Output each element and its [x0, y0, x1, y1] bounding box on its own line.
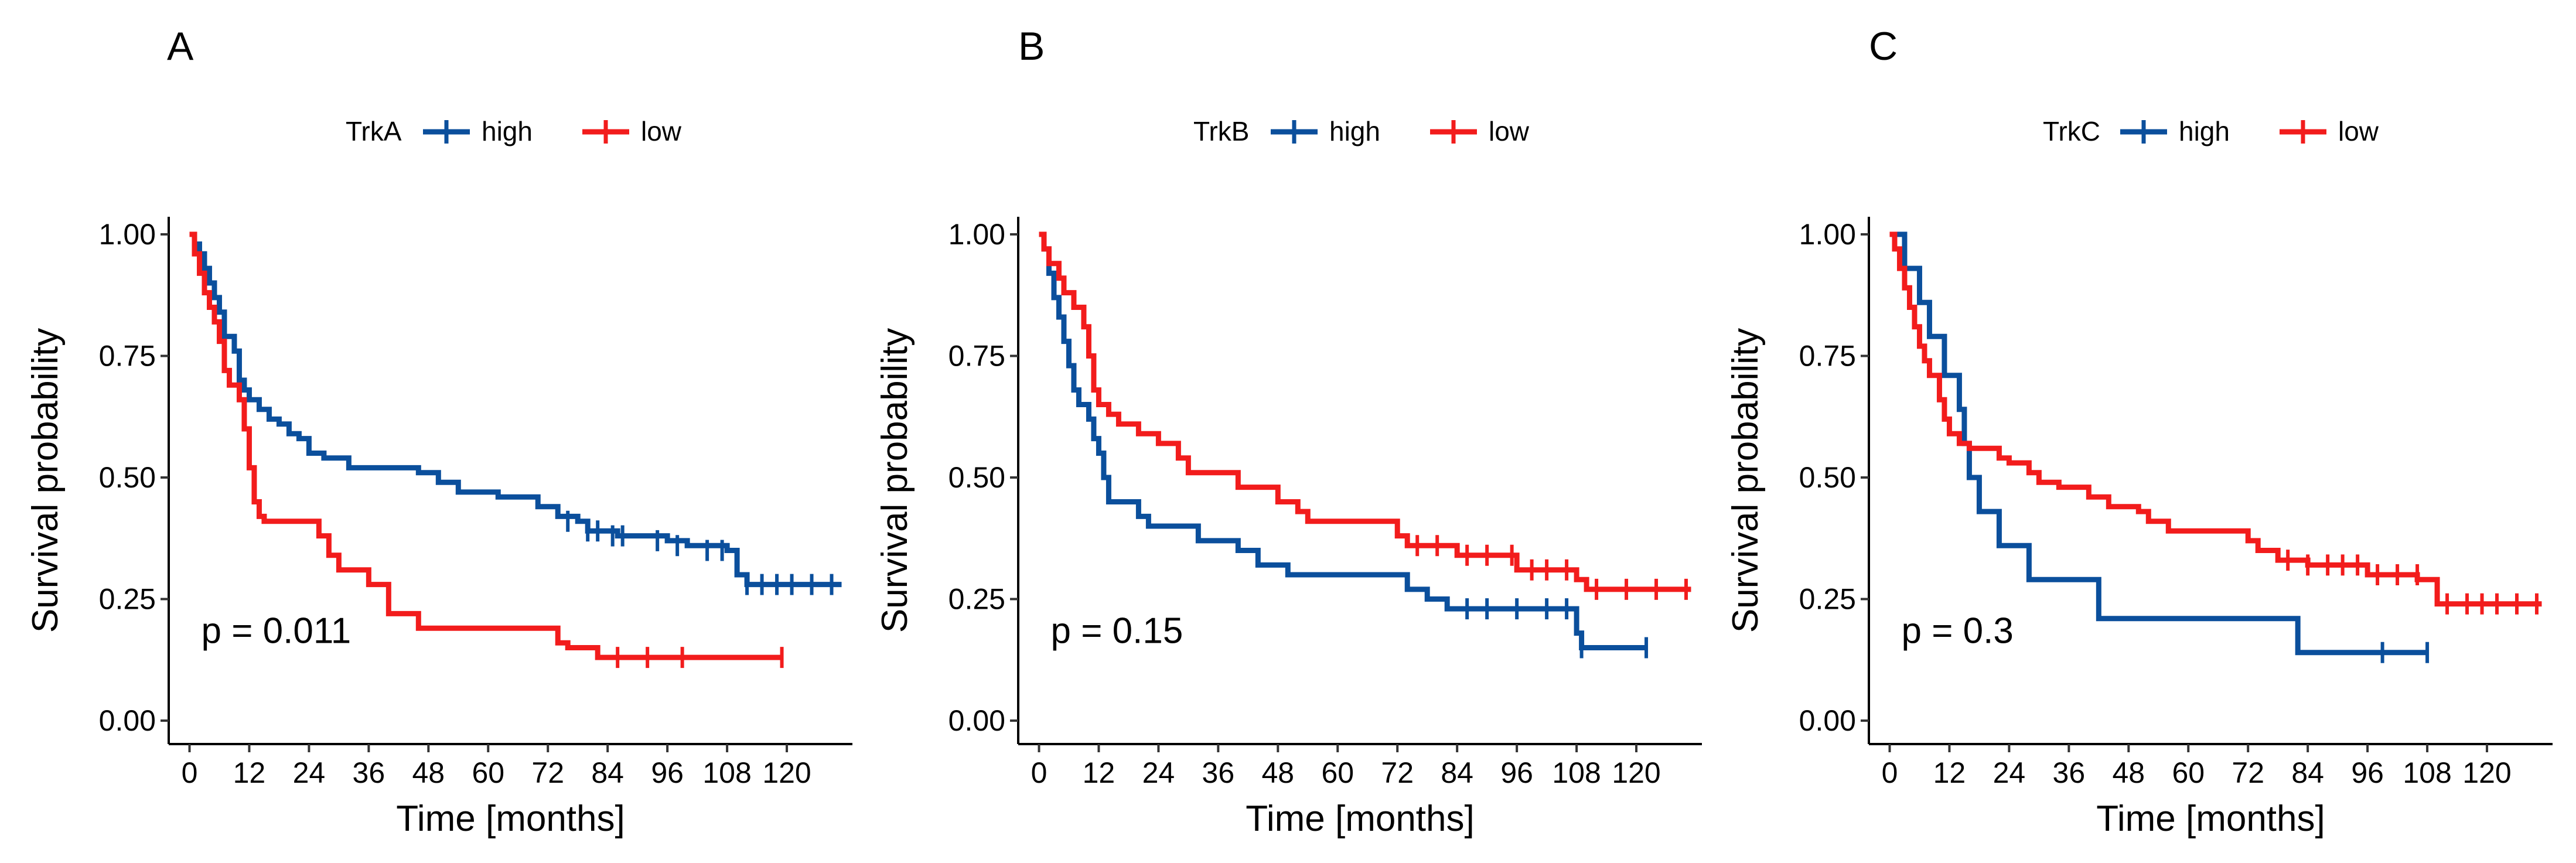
x-tick-label: 36: [353, 756, 385, 789]
x-tick-label: 108: [702, 756, 751, 789]
y-tick-label: 0.75: [1799, 340, 1856, 373]
series-low: [1889, 231, 2542, 615]
x-axis-title: Time [months]: [1246, 799, 1474, 839]
survival-curve-low: [1889, 231, 2542, 607]
y-axis-title: Survival probability: [25, 328, 66, 633]
x-tick-label: 0: [182, 756, 198, 789]
p-value-annotation: p = 0.011: [201, 611, 351, 651]
legend: TrkC high low: [2043, 116, 2379, 146]
panel-letter: C: [1869, 24, 1898, 69]
x-tick-label: 48: [412, 756, 445, 789]
y-tick-label: 0.00: [948, 704, 1005, 737]
x-tick-label: 108: [1552, 756, 1601, 789]
x-tick-label: 48: [1261, 756, 1294, 789]
legend-title: TrkA: [346, 116, 402, 146]
x-axis-title: Time [months]: [2096, 799, 2325, 839]
legend-item-low: low: [582, 116, 682, 146]
x-tick-label: 12: [1933, 756, 1966, 789]
x-tick-label: 24: [293, 756, 326, 789]
legend: TrkB high low: [1193, 116, 1530, 146]
x-tick-label: 96: [651, 756, 684, 789]
x-tick-label: 24: [1993, 756, 2026, 789]
x-tick-label: 60: [2172, 756, 2205, 789]
survival-curve-high: [1039, 231, 1647, 650]
x-tick-label: 72: [1381, 756, 1414, 789]
y-tick-label: 1.00: [1799, 218, 1856, 251]
x-tick-label: 36: [2053, 756, 2086, 789]
x-tick-label: 108: [2403, 756, 2451, 789]
x-tick-label: 120: [762, 756, 811, 789]
panel-b: B TrkB high low 0.00 0.25 0.50 0.75 1.00 0 12 24 36 4…: [875, 24, 1702, 839]
legend-label-low: low: [1489, 116, 1530, 146]
legend-label-high: high: [2179, 116, 2230, 146]
x-tick-label: 84: [1441, 756, 1473, 789]
y-tick-label: 0.25: [948, 583, 1005, 616]
x-tick-label: 48: [2112, 756, 2145, 789]
panel-a: A TrkA high low 0.00 0.25 0.50 0.75 1.00 0 12 24 36 4…: [25, 24, 852, 839]
x-tick-label: 84: [591, 756, 624, 789]
legend-label-low: low: [2338, 116, 2379, 146]
y-tick-label: 0.00: [1799, 704, 1856, 737]
legend-item-high: high: [423, 116, 533, 146]
series-low: [1039, 231, 1691, 600]
legend-title: TrkC: [2043, 116, 2100, 146]
x-tick-label: 60: [1321, 756, 1354, 789]
y-tick-label: 0.75: [99, 340, 156, 373]
y-tick-label: 0.50: [948, 461, 1005, 494]
x-tick-label: 36: [1202, 756, 1235, 789]
panel-letter: A: [167, 24, 194, 69]
legend-label-high: high: [482, 116, 533, 146]
y-tick-label: 1.00: [99, 218, 156, 251]
x-tick-label: 120: [2462, 756, 2511, 789]
x-tick-label: 96: [1500, 756, 1533, 789]
x-tick-label: 0: [1031, 756, 1048, 789]
y-tick-label: 0.00: [99, 704, 156, 737]
series-high: [189, 231, 842, 595]
x-tick-label: 60: [472, 756, 504, 789]
x-tick-label: 24: [1142, 756, 1175, 789]
x-axis-title: Time [months]: [396, 799, 625, 839]
x-tick-label: 120: [1612, 756, 1660, 789]
x-tick-label: 12: [233, 756, 266, 789]
y-tick-label: 0.50: [1799, 461, 1856, 494]
series-high: [1039, 231, 1649, 659]
p-value-annotation: p = 0.15: [1050, 611, 1183, 651]
x-tick-label: 72: [2232, 756, 2264, 789]
p-value-annotation: p = 0.3: [1901, 611, 2013, 651]
panel-letter: B: [1018, 24, 1045, 69]
x-tick-label: 72: [531, 756, 564, 789]
legend-item-high: high: [1271, 116, 1380, 146]
y-tick-label: 0.50: [99, 461, 156, 494]
x-tick-label: 84: [2291, 756, 2324, 789]
legend-item-low: low: [2280, 116, 2379, 146]
x-tick-label: 0: [1882, 756, 1898, 789]
legend-item-low: low: [1430, 116, 1530, 146]
y-tick-label: 0.75: [948, 340, 1005, 373]
series-low: [189, 231, 784, 668]
legend-title: TrkB: [1193, 116, 1249, 146]
y-tick-label: 0.25: [1799, 583, 1856, 616]
x-tick-label: 12: [1083, 756, 1115, 789]
x-tick-label: 96: [2351, 756, 2384, 789]
legend: TrkA high low: [346, 116, 682, 146]
legend-label-high: high: [1329, 116, 1380, 146]
y-axis-title: Survival probability: [1725, 328, 1766, 633]
y-tick-label: 0.25: [99, 583, 156, 616]
y-axis-title: Survival probability: [875, 328, 915, 633]
survival-curve-low: [1039, 231, 1691, 592]
survival-curve-high: [189, 231, 842, 588]
legend-item-high: high: [2120, 116, 2230, 146]
survival-curve-low: [189, 231, 782, 660]
panel-c: C TrkC high low 0.00 0.25 0.50 0.75 1.00 0 12 24 36 4…: [1725, 24, 2553, 839]
y-tick-label: 1.00: [948, 218, 1005, 251]
legend-label-low: low: [641, 116, 682, 146]
